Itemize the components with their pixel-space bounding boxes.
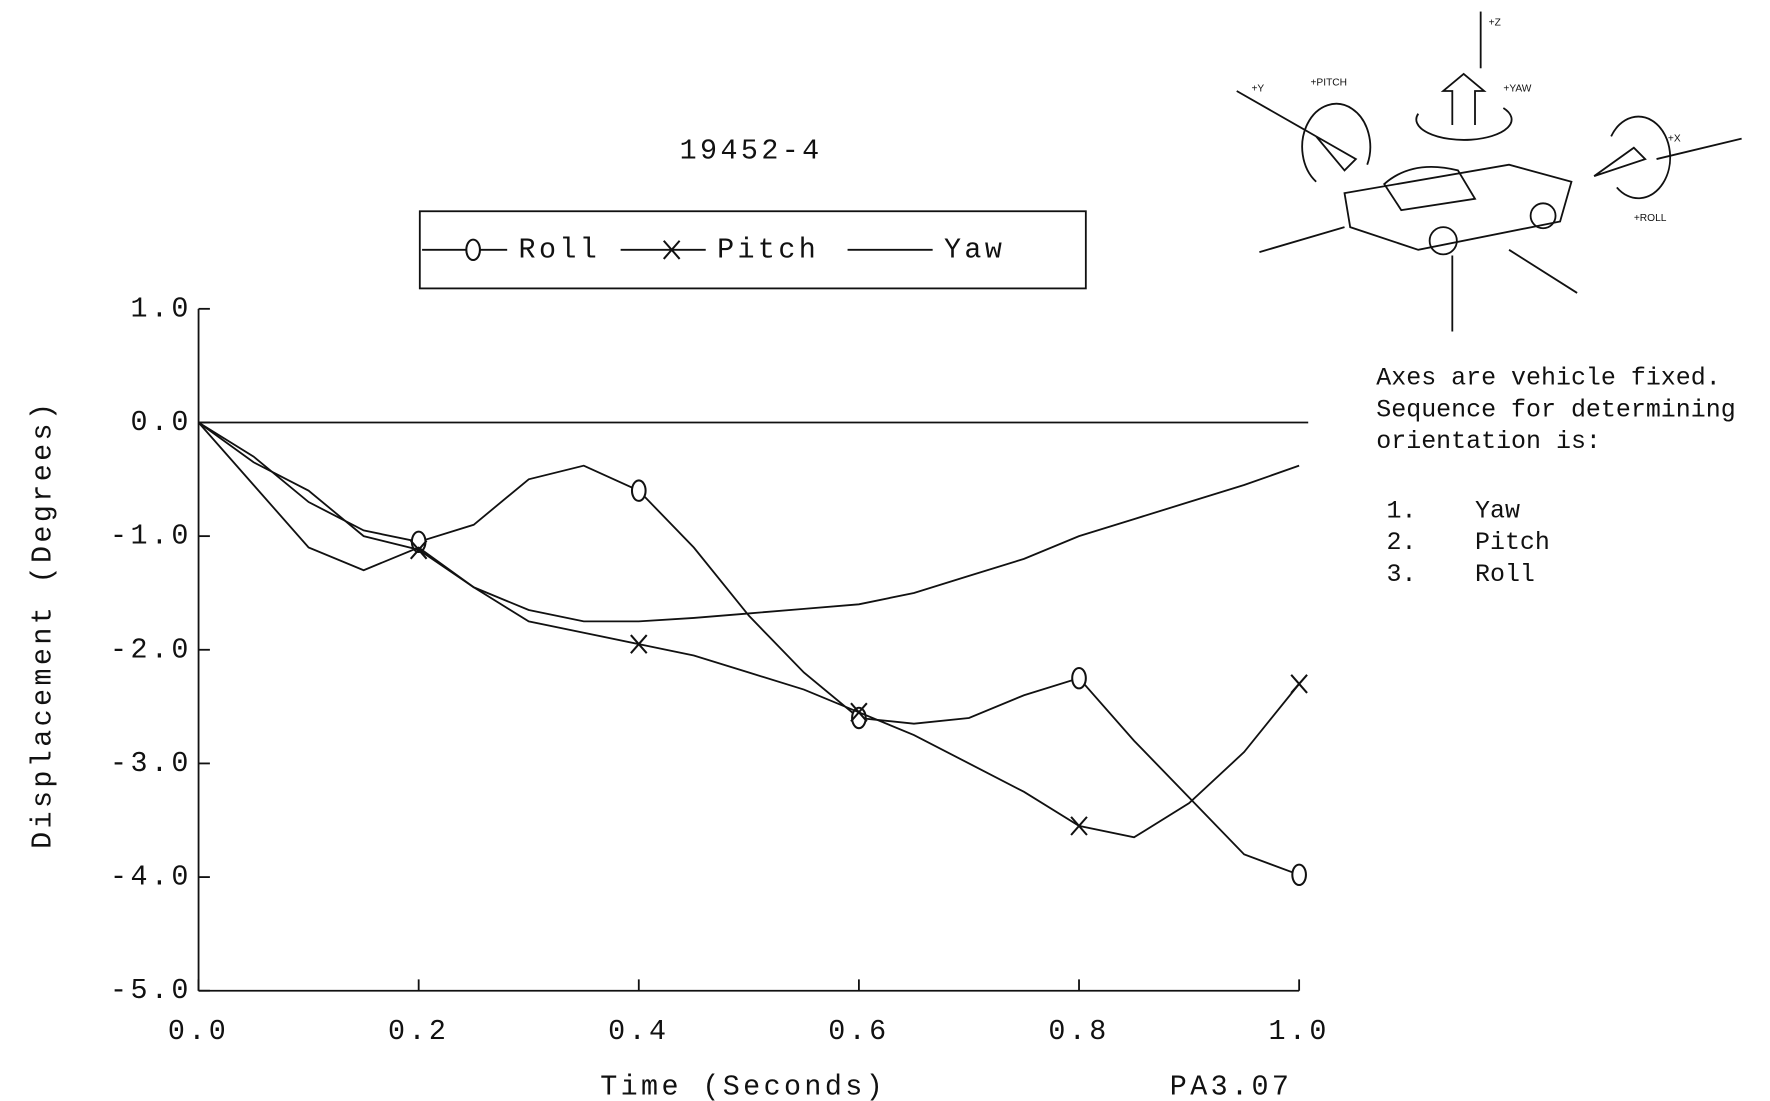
x-tick-label: 0.2 bbox=[388, 1015, 449, 1048]
axis-line bbox=[1259, 226, 1345, 253]
y-tick-label: 0.0 bbox=[130, 406, 191, 439]
diagram-label: +PITCH bbox=[1310, 78, 1347, 89]
sequence-label: Yaw bbox=[1475, 497, 1520, 525]
marker bbox=[850, 702, 868, 723]
marker bbox=[662, 240, 681, 260]
marker bbox=[465, 238, 481, 262]
y-axis-label: Displacement (Degrees) bbox=[27, 400, 60, 849]
diagram-label: +ROLL bbox=[1634, 213, 1667, 224]
chart-title: 19452-4 bbox=[680, 135, 823, 168]
sequence-number: 3. bbox=[1386, 561, 1416, 589]
yaw-arrow bbox=[1440, 72, 1487, 126]
diagram-label: +X bbox=[1668, 133, 1681, 144]
marker bbox=[1071, 666, 1087, 690]
sequence-label: Roll bbox=[1475, 561, 1535, 589]
sequence-number: 2. bbox=[1386, 529, 1416, 557]
sequence-label: Pitch bbox=[1475, 529, 1550, 557]
pitch-rotation bbox=[1301, 102, 1372, 183]
note-line: Axes are vehicle fixed. bbox=[1376, 365, 1720, 393]
y-tick-label: -2.0 bbox=[110, 633, 192, 666]
x-tick-label: 1.0 bbox=[1268, 1015, 1329, 1048]
x-tick-label: 0.6 bbox=[828, 1015, 889, 1048]
marker bbox=[1070, 816, 1088, 836]
diagram-label: +Z bbox=[1489, 18, 1501, 29]
note-line: orientation is: bbox=[1376, 428, 1601, 456]
axis-line bbox=[1508, 249, 1578, 294]
car bbox=[1343, 163, 1573, 251]
x-tick-label: 0.0 bbox=[168, 1015, 229, 1048]
diagram-label: +Y bbox=[1251, 83, 1264, 94]
yaw-rotation bbox=[1415, 107, 1513, 141]
x-axis-label: Time (Seconds) bbox=[600, 1071, 886, 1101]
wheel bbox=[1529, 202, 1557, 230]
y-tick-label: 1.0 bbox=[130, 292, 191, 325]
series-line bbox=[198, 421, 1300, 876]
x-tick-label: 0.4 bbox=[608, 1015, 669, 1048]
vehicle-axes-diagram: +Z +Y +PITCH +YAW +X +ROLL bbox=[1236, 11, 1742, 332]
legend-label: Roll bbox=[519, 233, 601, 266]
note: Axes are vehicle fixed. Sequence for det… bbox=[1376, 365, 1735, 589]
x-tick-label: 0.8 bbox=[1048, 1015, 1109, 1048]
wheel bbox=[1428, 226, 1458, 256]
legend: Roll Pitch Yaw bbox=[422, 233, 1005, 266]
y-tick-label: -3.0 bbox=[110, 747, 192, 780]
y-tick-label: -1.0 bbox=[110, 520, 192, 553]
marker bbox=[630, 479, 647, 502]
marker bbox=[1291, 863, 1307, 887]
axis-line bbox=[1236, 90, 1317, 138]
marker bbox=[630, 634, 648, 654]
diagram-label: +YAW bbox=[1503, 83, 1531, 94]
sequence-number: 1. bbox=[1386, 497, 1416, 525]
y-tick-label: -4.0 bbox=[110, 861, 192, 894]
marker bbox=[1290, 674, 1308, 694]
legend-label: Pitch bbox=[717, 233, 819, 266]
annotation: PA3.07 bbox=[1170, 1071, 1293, 1101]
series-line bbox=[197, 421, 1300, 623]
roll-rotation bbox=[1593, 115, 1672, 200]
y-tick-label: -5.0 bbox=[110, 974, 192, 1007]
note-line: Sequence for determining bbox=[1376, 396, 1735, 424]
legend-box bbox=[418, 210, 1087, 290]
legend-label: Yaw bbox=[944, 233, 1005, 266]
marker bbox=[409, 540, 428, 560]
series-line bbox=[198, 421, 1300, 839]
